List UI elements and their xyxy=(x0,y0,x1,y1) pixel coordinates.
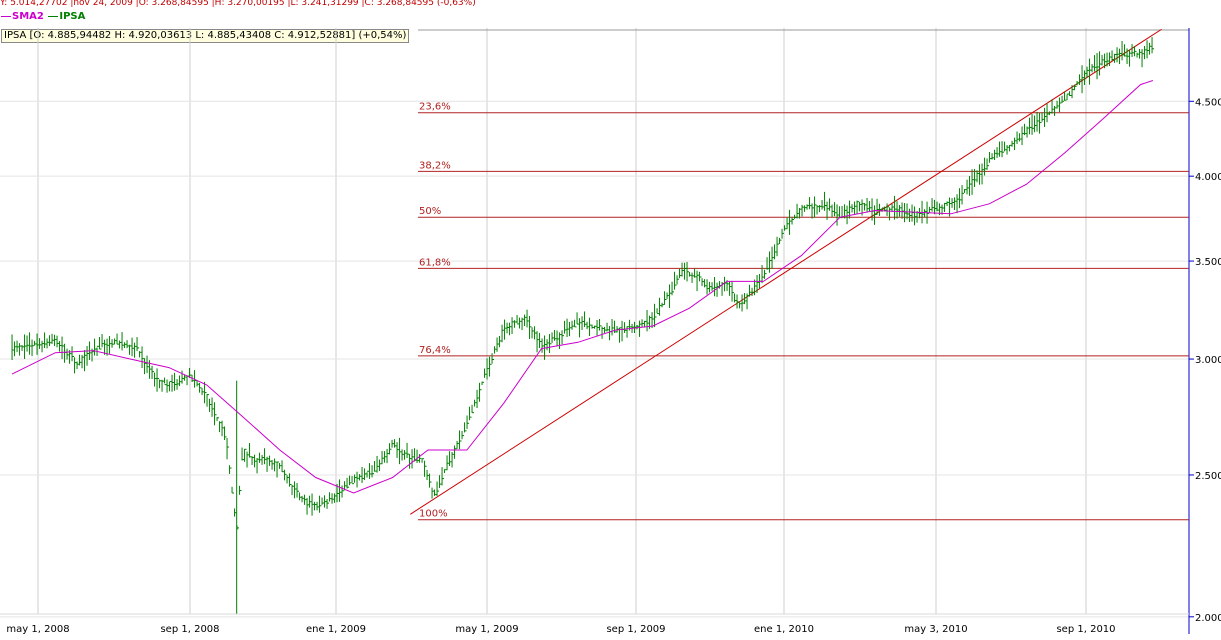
trendline-group xyxy=(409,28,1162,515)
legend-sma[interactable]: SMA2 xyxy=(12,11,44,22)
fib-label: 23,6% xyxy=(419,102,451,113)
ipsa-swatch xyxy=(48,15,59,17)
fib-label: 38,2% xyxy=(419,160,451,171)
x-tick-label: ene 1, 2010 xyxy=(754,624,814,635)
x-tick-label: sep 1, 2010 xyxy=(1056,624,1115,635)
price-bars xyxy=(11,37,1155,614)
y-tick-label: 2.000 xyxy=(1195,613,1221,624)
legend-ipsa[interactable]: IPSA xyxy=(59,11,86,22)
sma-line-group xyxy=(11,80,1154,494)
fib-label: 50% xyxy=(419,206,441,217)
grid xyxy=(0,28,1189,618)
fib-label: 61,8% xyxy=(419,257,451,268)
fibonacci-levels: 23,6% 38,2% 50% 61,8% 76,4% 100% xyxy=(418,102,1189,521)
x-tick-label: may 1, 2008 xyxy=(6,624,69,635)
trendline xyxy=(409,28,1162,515)
ohlc-box: IPSA [O: 4.885,94482 H: 4.920,03613 L: 4… xyxy=(1,29,410,43)
y-tick-label: 2.500 xyxy=(1195,471,1221,482)
sma-swatch xyxy=(1,15,11,17)
y-tick-label: 4.500 xyxy=(1195,97,1221,108)
sma-line xyxy=(11,80,1154,494)
y-tick-label: 3.500 xyxy=(1195,257,1221,268)
x-tick-label: may 1, 2009 xyxy=(455,624,518,635)
fib-label: 76,4% xyxy=(419,345,451,356)
y-tick-label: 4.000 xyxy=(1195,172,1221,183)
x-tick-label: sep 1, 2009 xyxy=(606,624,665,635)
cursor-readout: Y: 5.014,27702 |nov 24, 2009 |O: 3.268,8… xyxy=(0,0,476,8)
fib-label: 100% xyxy=(419,509,448,520)
legend: SMA2 IPSA xyxy=(0,11,85,22)
x-tick-label: may 3, 2010 xyxy=(904,624,967,635)
x-tick-label: ene 1, 2009 xyxy=(306,624,366,635)
y-tick-label: 3.000 xyxy=(1195,355,1221,366)
tick-labels: may 1, 2008 sep 1, 2008 ene 1, 2009 may 1, … xyxy=(6,97,1221,635)
x-tick-label: sep 1, 2008 xyxy=(160,624,219,635)
axes xyxy=(0,28,1194,634)
